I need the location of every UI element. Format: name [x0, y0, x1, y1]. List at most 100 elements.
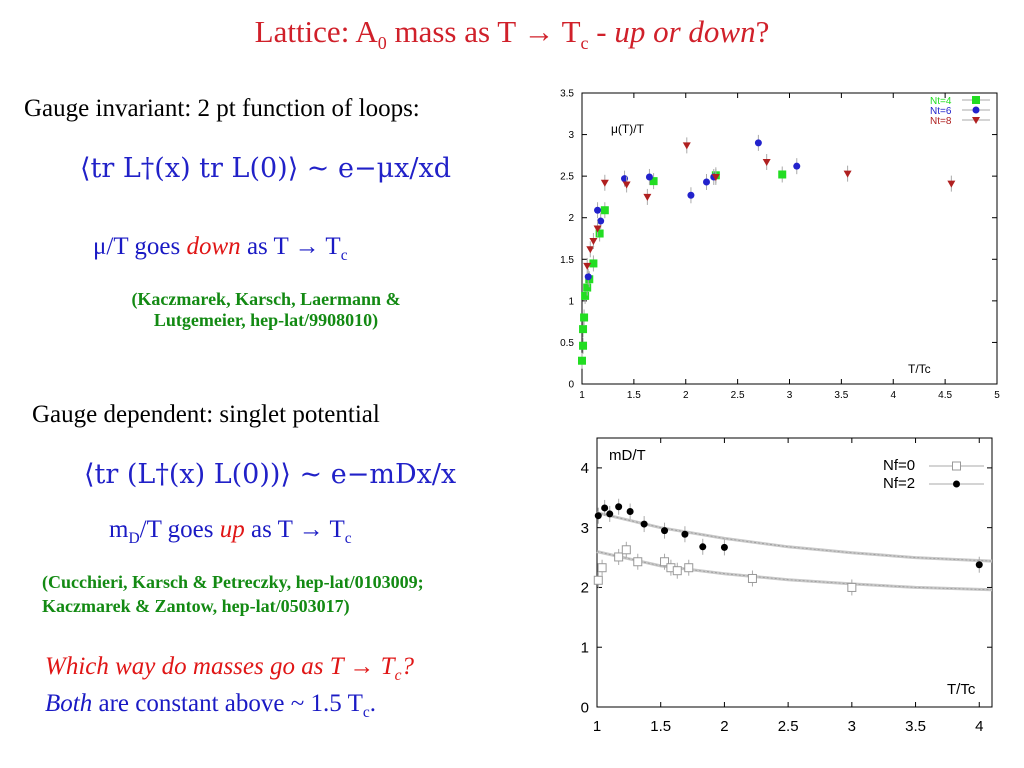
data-point: [633, 557, 643, 567]
section1-reference: (Kaczmarek, Karsch, Laermann & Lutgemeie…: [131, 289, 401, 330]
x-tick-label: 2: [720, 718, 728, 735]
data-point: [600, 206, 609, 215]
x-tick-label: 1.5: [627, 390, 641, 401]
data-point: [754, 139, 762, 147]
data-point: [621, 545, 631, 555]
data-point: [793, 162, 801, 170]
data-point: [597, 217, 605, 225]
data-point: [699, 543, 707, 551]
x-axis-label: T/Tc: [947, 681, 976, 698]
data-point: [640, 520, 648, 528]
x-tick-label: 4.5: [938, 390, 952, 401]
data-point: [703, 178, 710, 186]
data-point: [684, 563, 694, 573]
x-tick-label: 3: [787, 390, 793, 401]
fit-curve: [596, 512, 993, 562]
section2-formula: ⟨tr (L†(x) L(0))⟩ ~ e−mDx/x: [84, 459, 457, 490]
y-tick-label: 2.5: [560, 172, 574, 183]
data-point: [601, 504, 609, 512]
data-point: [660, 557, 670, 567]
data-point: [595, 229, 604, 238]
legend-label: Nf=0: [883, 457, 915, 474]
legend-label: Nt=8: [930, 116, 952, 127]
y-tick-label: 0: [568, 380, 574, 391]
data-point: [589, 259, 598, 268]
y-tick-label: 0.5: [560, 338, 574, 349]
data-point: [947, 180, 956, 188]
plot-frame: [596, 437, 993, 708]
legend-label: Nt=6: [930, 106, 952, 117]
fit-band: [596, 511, 993, 563]
data-point: [578, 356, 586, 365]
x-tick-label: 1: [593, 718, 601, 735]
data-point: [643, 193, 652, 201]
data-point: [661, 527, 669, 535]
y-tick-label: 3.5: [560, 89, 574, 100]
legend-label: Nt=4: [930, 96, 952, 107]
data-point: [672, 566, 682, 576]
legend-marker: [972, 106, 980, 114]
x-tick-label: 2: [683, 390, 689, 401]
section2-statement: mD/T goes up as T → Tc: [109, 516, 352, 547]
data-point: [589, 237, 598, 245]
data-point: [593, 225, 602, 233]
data-point: [593, 575, 603, 585]
x-tick-label: 3.5: [905, 718, 926, 735]
data-point: [594, 206, 602, 214]
data-point: [711, 173, 720, 181]
chart1-svg: 1 1.5 2 2.5 3 3.5 4 4.5 5 0 0.5 1 1.5 2 2.5 3 3.5 μ(T)/T T…: [560, 89, 1000, 402]
x-axis-label: T/Tc: [908, 362, 931, 376]
section2-heading: Gauge dependent: singlet potential: [32, 401, 380, 428]
y-tick-label: 1: [581, 639, 589, 656]
slide-title: Lattice: A0 mass as T → Tc - up or down?: [254, 14, 770, 54]
data-point: [720, 543, 728, 551]
x-tick-label: 1: [579, 390, 585, 401]
y-tick-label: 2: [581, 580, 589, 597]
data-point: [594, 512, 602, 520]
data-point: [597, 563, 607, 573]
data-point: [843, 170, 852, 178]
y-tick-label: 4: [581, 460, 589, 477]
legend-label: Nf=2: [883, 475, 915, 492]
data-point: [847, 582, 857, 592]
section1-heading: Gauge invariant: 2 pt function of loops:: [24, 95, 420, 122]
data-point: [681, 530, 689, 538]
chart-title: mD/T: [609, 447, 646, 464]
data-point: [579, 325, 588, 334]
x-tick-label: 3.5: [834, 390, 848, 401]
section1-statement: μ/T goes down as T → Tc: [93, 233, 348, 264]
data-point: [649, 177, 658, 186]
legend-marker: [952, 461, 961, 471]
data-point: [747, 573, 757, 583]
data-point: [622, 181, 631, 189]
y-tick-label: 3: [581, 520, 589, 537]
data-point: [581, 291, 590, 300]
data-point: [583, 283, 592, 292]
data-point: [580, 313, 589, 322]
y-tick-label: 1: [568, 296, 574, 307]
x-tick-label: 3: [848, 718, 856, 735]
data-point: [975, 561, 983, 569]
section2-reference: (Cucchieri, Karsch & Petreczky, hep-lat/…: [42, 572, 424, 616]
chart-title: μ(T)/T: [611, 122, 645, 136]
y-tick-label: 1.5: [560, 255, 574, 266]
data-point: [579, 341, 588, 350]
data-point: [615, 503, 623, 511]
x-tick-label: 2.5: [731, 390, 745, 401]
legend-marker: [953, 480, 960, 488]
conclusion-answer: Both are constant above ~ 1.5 Tc.: [45, 690, 376, 721]
section1-formula: ⟨tr L†(x) tr L(0)⟩ ~ e−μx/xd: [80, 153, 451, 184]
data-point: [682, 142, 691, 150]
conclusion-question: Which way do masses go as T → Tc?: [45, 653, 414, 684]
plot-frame: [581, 92, 998, 385]
data-point: [778, 170, 787, 179]
y-tick-label: 0: [581, 699, 589, 716]
data-point: [626, 508, 634, 516]
x-tick-label: 5: [994, 390, 1000, 401]
legend-marker: [972, 96, 980, 104]
y-tick-label: 2: [568, 213, 574, 224]
data-point: [583, 262, 592, 270]
data-point: [584, 273, 592, 281]
data-point: [614, 552, 624, 562]
